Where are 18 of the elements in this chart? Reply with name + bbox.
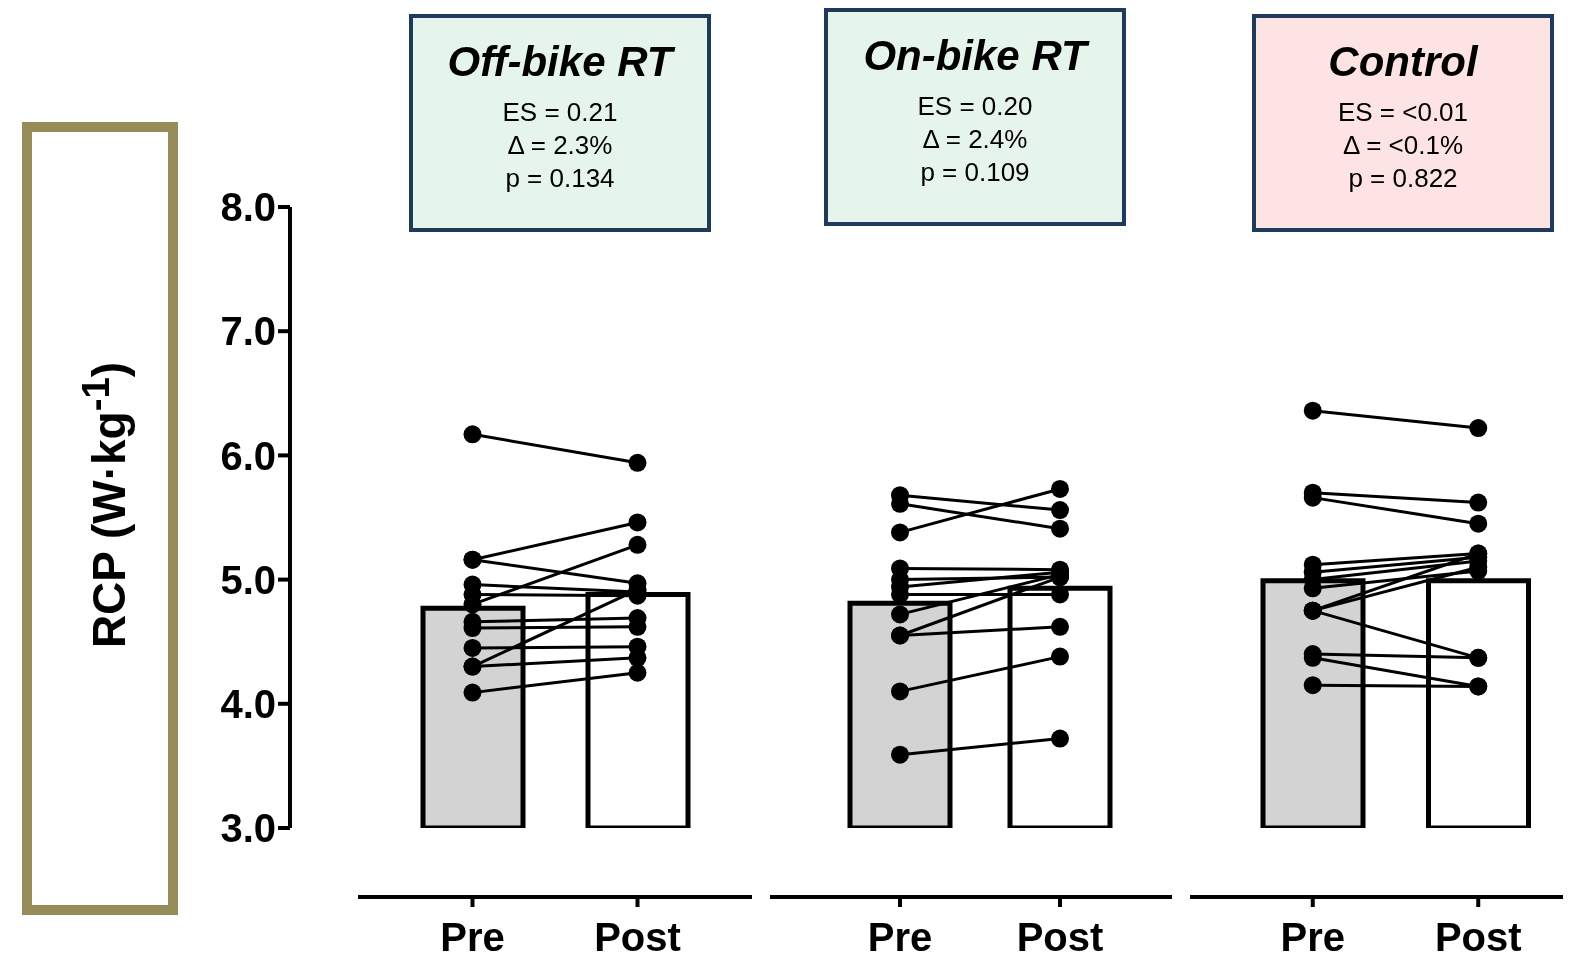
label-box: On-bike RT ES = 0.20 Δ = 2.4% p = 0.109 [824, 8, 1126, 226]
y-tick-label: 6.0 [220, 433, 276, 478]
x-tick-label: Post [1016, 915, 1104, 959]
y-tick-label: 3.0 [220, 806, 276, 851]
chart-title: Control [1327, 38, 1480, 86]
y-tick-label: 7.0 [220, 309, 276, 354]
x-tick-label: Pre [440, 915, 505, 959]
x-tick-label: Pre [1280, 915, 1345, 959]
x-tick-label: Pre [867, 915, 933, 959]
chart-title: On-bike RT [862, 32, 1091, 80]
y-tick-label: 8.0 [220, 185, 276, 230]
x-tick-label: Post [1434, 915, 1522, 959]
label-box: Control ES = <0.01 Δ = <0.1% p = 0.822 [1252, 14, 1554, 232]
y-tick-label: 5.0 [220, 557, 276, 602]
x-tick-label: Post [594, 915, 681, 959]
chart-title: Off-bike RT [446, 38, 677, 86]
y-tick-label: 4.0 [220, 682, 276, 726]
label-box: Off-bike RT ES = 0.21 Δ = 2.3% p = 0.134 [409, 14, 711, 232]
